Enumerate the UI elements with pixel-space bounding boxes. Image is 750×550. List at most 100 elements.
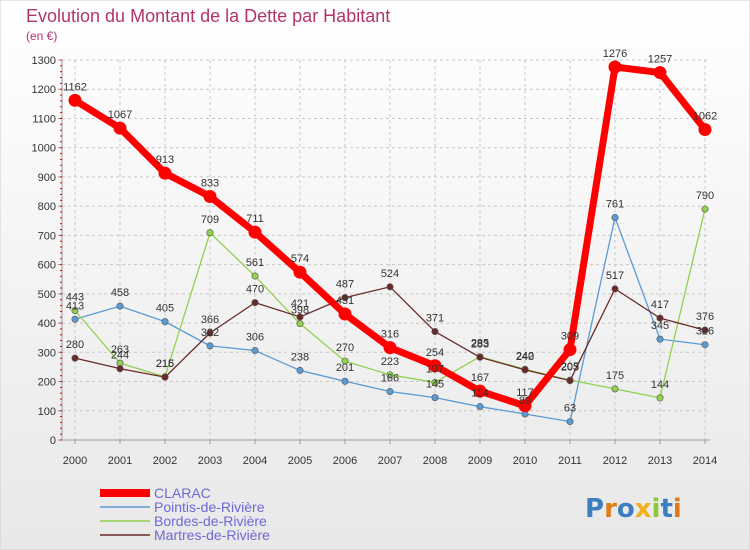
data-label: 517 bbox=[606, 270, 624, 282]
data-label: 371 bbox=[426, 313, 444, 325]
x-axis: 2000 2001 2002 2003 2004 2005 2006 2007 2008 2009… bbox=[62, 439, 717, 467]
data-label: 144 bbox=[651, 379, 669, 391]
y-tick-label: 600 bbox=[38, 260, 56, 272]
series-point bbox=[701, 341, 709, 349]
y-tick-label: 800 bbox=[38, 201, 56, 213]
series-point bbox=[296, 313, 304, 321]
series-point bbox=[656, 314, 664, 322]
data-label: 316 bbox=[381, 329, 399, 341]
data-label: 1062 bbox=[693, 111, 717, 123]
series-point bbox=[113, 121, 127, 135]
data-label: 398 bbox=[291, 305, 309, 317]
series-point bbox=[206, 229, 214, 237]
svg-text:Proxiti: Proxiti bbox=[585, 494, 682, 524]
series-point bbox=[296, 320, 304, 328]
chart-title: Evolution du Montant de la Dette par Hab… bbox=[26, 6, 390, 26]
series-point bbox=[158, 166, 172, 180]
x-tick-label: 2008 bbox=[423, 455, 447, 467]
series-point bbox=[653, 66, 667, 80]
y-tick-label: 1200 bbox=[32, 84, 56, 96]
x-tick-label: 2007 bbox=[378, 455, 402, 467]
data-label: 242 bbox=[516, 350, 534, 362]
y-tick-label: 700 bbox=[38, 230, 56, 242]
series-point bbox=[71, 354, 79, 362]
series-point bbox=[428, 359, 442, 373]
series-point bbox=[71, 315, 79, 323]
series-point bbox=[386, 387, 394, 395]
data-label: 240 bbox=[516, 351, 534, 363]
x-tick-label: 2006 bbox=[333, 455, 357, 467]
data-label: 561 bbox=[246, 257, 264, 269]
data-label: 326 bbox=[696, 326, 714, 338]
series-point bbox=[563, 343, 577, 357]
data-label: 487 bbox=[336, 279, 354, 291]
data-label: 283 bbox=[471, 338, 489, 350]
legend-label: Bordes-de-Rivière bbox=[154, 513, 267, 529]
y-tick-label: 200 bbox=[38, 377, 56, 389]
series-point bbox=[476, 353, 484, 361]
data-label: 1162 bbox=[63, 81, 87, 93]
data-label: 366 bbox=[201, 314, 219, 326]
chart-subtitle: (en €) bbox=[26, 29, 57, 43]
y-tick-label: 500 bbox=[38, 289, 56, 301]
data-label: 1276 bbox=[603, 48, 627, 60]
series-point bbox=[116, 365, 124, 373]
series-point bbox=[341, 377, 349, 385]
data-label: 205 bbox=[561, 361, 579, 373]
series-point bbox=[656, 394, 664, 402]
series-point bbox=[161, 318, 169, 326]
data-label: 574 bbox=[291, 253, 309, 265]
grid bbox=[62, 59, 710, 441]
x-tick-label: 2014 bbox=[693, 455, 717, 467]
series-point bbox=[518, 399, 532, 413]
y-tick-label: 300 bbox=[38, 347, 56, 359]
data-label: 215 bbox=[156, 358, 174, 370]
data-label: 201 bbox=[336, 362, 354, 374]
legend: CLARACPointis-de-RivièreBordes-de-Rivièr… bbox=[100, 485, 270, 543]
series-point bbox=[473, 384, 487, 398]
data-label: 458 bbox=[111, 287, 129, 299]
x-tick-label: 2010 bbox=[513, 455, 537, 467]
series-group bbox=[68, 60, 712, 426]
data-label: 405 bbox=[156, 303, 174, 315]
series-point bbox=[251, 299, 259, 307]
series-point bbox=[341, 294, 349, 302]
proxiti-logo: Proxiti bbox=[585, 494, 682, 524]
series-point bbox=[206, 329, 214, 337]
series-point bbox=[203, 190, 217, 204]
data-label: 63 bbox=[564, 403, 576, 415]
series-point bbox=[611, 214, 619, 222]
data-label: 470 bbox=[246, 284, 264, 296]
y-tick-label: 1300 bbox=[32, 55, 56, 67]
y-tick-label: 400 bbox=[38, 318, 56, 330]
data-label: 117 bbox=[516, 387, 534, 399]
series-point bbox=[248, 225, 262, 239]
legend-label: Pointis-de-Rivière bbox=[154, 499, 265, 515]
x-tick-label: 2000 bbox=[63, 455, 87, 467]
data-label: 197 bbox=[426, 363, 444, 375]
series-point bbox=[566, 418, 574, 426]
x-tick-label: 2009 bbox=[468, 455, 492, 467]
data-label: 376 bbox=[696, 311, 714, 323]
series-point bbox=[656, 335, 664, 343]
series-point bbox=[296, 366, 304, 374]
x-tick-label: 2005 bbox=[288, 455, 312, 467]
series-point bbox=[293, 265, 307, 279]
data-label: 309 bbox=[561, 331, 579, 343]
x-tick-label: 2011 bbox=[558, 455, 582, 467]
series-point bbox=[611, 385, 619, 393]
series-point bbox=[251, 272, 259, 280]
data-label: 263 bbox=[111, 344, 129, 356]
y-tick-label: 0 bbox=[50, 435, 56, 447]
data-label: 1067 bbox=[108, 109, 132, 121]
y-tick-label: 100 bbox=[38, 406, 56, 418]
data-label: 175 bbox=[606, 370, 624, 382]
series-point bbox=[431, 378, 439, 386]
data-labels: 413 458 405 322 306 238 201 166 145 114 89 63 761 345… bbox=[63, 48, 717, 415]
data-label: 114 bbox=[471, 388, 489, 400]
data-label: 270 bbox=[336, 342, 354, 354]
series-point bbox=[386, 283, 394, 291]
data-label: 238 bbox=[291, 351, 309, 363]
data-label: 833 bbox=[201, 178, 219, 190]
